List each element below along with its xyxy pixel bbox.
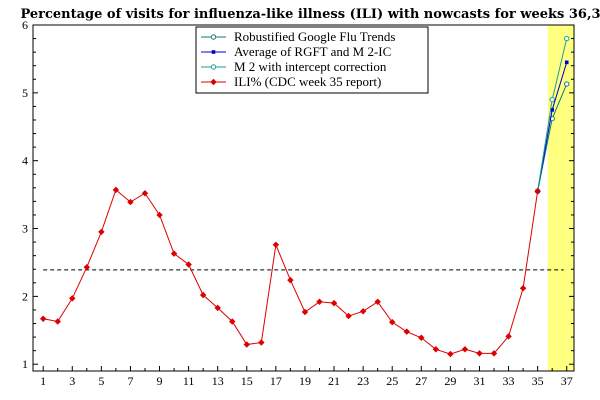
series-3-point (156, 211, 163, 219)
y-tick-label: 3 (22, 222, 28, 236)
series-3-point (447, 350, 454, 358)
series-3-point (112, 186, 120, 194)
x-tick-label: 23 (357, 374, 369, 388)
series-3-point (54, 318, 61, 325)
series-3-point (534, 187, 541, 195)
series-2-point (564, 35, 570, 42)
series-3-point (199, 291, 207, 299)
x-tick-label: 7 (127, 374, 133, 388)
plot-frame (32, 24, 575, 372)
series-3-point (403, 328, 410, 335)
series-3-point (359, 308, 367, 315)
series-3-point (83, 263, 91, 271)
series-3-point (374, 298, 381, 306)
series-3-point (170, 250, 178, 257)
legend-box (195, 26, 429, 94)
series-3-point (229, 318, 236, 325)
x-tick-label: 15 (241, 374, 253, 388)
x-tick-label: 3 (69, 374, 75, 388)
legend-swatch-marker-0 (210, 34, 217, 40)
legend-label-2: M 2 with intercept correction (234, 59, 387, 74)
x-tick-label: 33 (503, 374, 515, 388)
y-tick-label: 1 (22, 357, 28, 371)
series-3-point (490, 350, 498, 357)
series-3-point (519, 285, 527, 292)
series-3-point (330, 299, 338, 307)
y-tick-label: 5 (22, 86, 28, 100)
series-3-point (301, 308, 309, 316)
legend-label-3: ILI% (CDC week 35 report) (234, 74, 381, 89)
x-tick-label: 17 (270, 374, 282, 388)
series-3-point (272, 241, 280, 249)
chart-title: Percentage of visits for influenza-like … (20, 7, 600, 22)
series-3-point (461, 346, 469, 353)
legend-swatch-marker-3 (210, 78, 217, 86)
series-3-point (476, 350, 483, 357)
x-tick-label: 1 (40, 374, 46, 388)
series-3-point (127, 198, 134, 206)
series-3-point (345, 312, 352, 320)
series-1-point (550, 108, 554, 112)
highlight-layer (547, 25, 574, 371)
x-tick-label: 13 (212, 374, 224, 388)
series-3-point (316, 298, 323, 306)
x-tick-label: 19 (299, 374, 311, 388)
series-3-point (505, 333, 512, 340)
x-tick-label: 11 (183, 374, 195, 388)
series-layer (39, 35, 570, 358)
series-3-point (388, 318, 396, 326)
series-3-point (39, 315, 47, 322)
series-3-point (287, 276, 294, 284)
series-3-point (214, 304, 221, 312)
legend-swatch-marker-2 (210, 64, 217, 70)
x-tick-label: 25 (386, 374, 398, 388)
x-tick-label: 31 (473, 374, 485, 388)
legend-label-1: Average of RGFT and M 2-IC (234, 44, 391, 59)
series-0-point (564, 81, 570, 87)
x-tick-label: 37 (561, 374, 573, 388)
series-3-point (185, 261, 192, 268)
x-tick-label: 21 (328, 374, 340, 388)
x-tick-label: 27 (415, 374, 427, 388)
y-tick-label: 2 (22, 289, 28, 303)
legend-swatch-marker-1 (211, 50, 216, 54)
series-3-point (141, 190, 149, 197)
y-tick-label: 6 (22, 18, 28, 32)
x-tick-label: 29 (444, 374, 456, 388)
x-tick-label: 9 (157, 374, 163, 388)
series-2-point (549, 96, 555, 103)
series-3-point (258, 339, 265, 346)
series-3-point (98, 228, 105, 236)
series-3-point (432, 346, 440, 353)
series-3-point (418, 334, 425, 341)
x-tick-label: 35 (532, 374, 544, 388)
series-3-point (69, 295, 76, 302)
highlight-region (547, 25, 574, 371)
series-1-point (564, 60, 569, 65)
y-tick-label: 4 (22, 154, 28, 168)
series-3-point (243, 341, 251, 348)
legend-label-0: Robustified Google Flu Trends (234, 29, 395, 44)
x-tick-label: 5 (98, 374, 104, 388)
